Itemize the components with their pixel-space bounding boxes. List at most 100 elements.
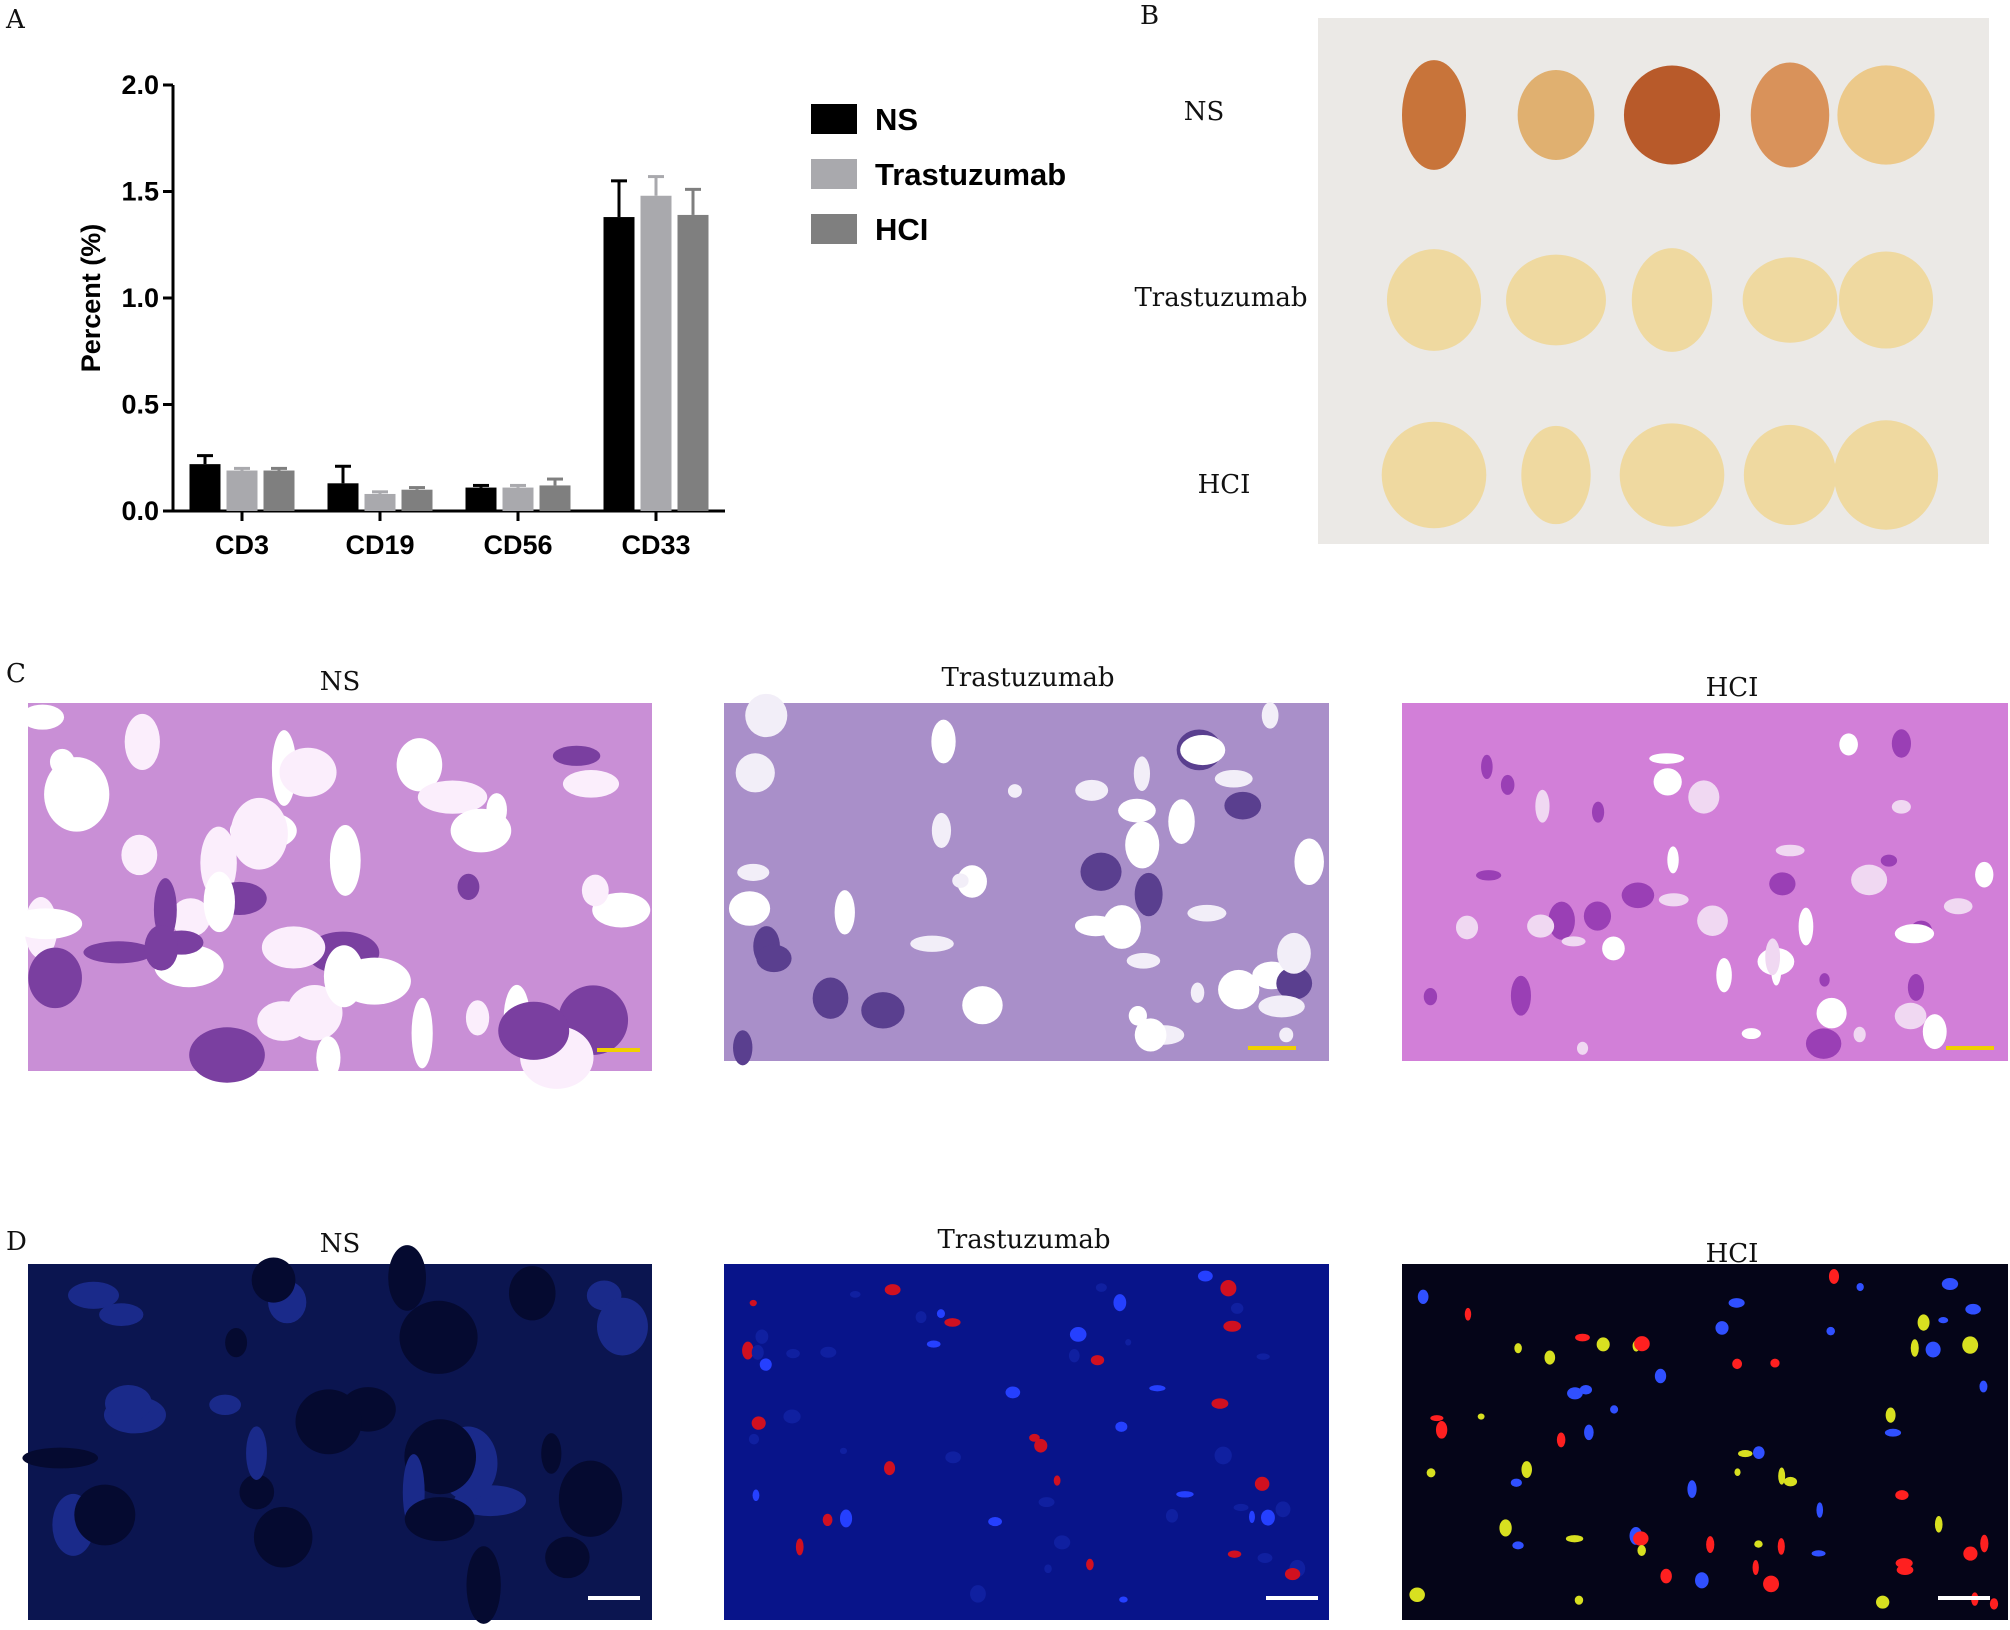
texture — [1499, 1519, 1512, 1537]
texture — [1409, 1587, 1425, 1603]
texture — [209, 1394, 241, 1416]
texture — [1687, 1480, 1697, 1498]
bar — [603, 217, 635, 511]
texture — [1769, 872, 1796, 896]
row-label: Trastuzumab — [1134, 283, 1307, 313]
texture — [1856, 1282, 1864, 1292]
texture — [1119, 1596, 1128, 1603]
bar — [263, 470, 295, 511]
texture — [1583, 901, 1612, 931]
texture — [170, 898, 211, 937]
texture — [1732, 1358, 1743, 1370]
texture — [1535, 789, 1550, 823]
texture — [581, 874, 609, 907]
texture — [597, 1297, 648, 1356]
texture — [1591, 801, 1605, 823]
texture — [1728, 1298, 1745, 1308]
x-tick-label: CD33 — [621, 530, 690, 560]
texture — [795, 1538, 804, 1556]
texture — [1574, 1595, 1584, 1605]
texture — [22, 1447, 99, 1469]
texture — [251, 1257, 296, 1303]
texture — [1884, 1428, 1902, 1437]
texture — [411, 997, 433, 1069]
texture — [1187, 904, 1227, 922]
texture — [1168, 799, 1195, 844]
texture — [1190, 982, 1205, 1003]
texture — [1220, 1279, 1237, 1297]
texture — [558, 1460, 623, 1537]
tumor — [1750, 62, 1830, 168]
texture — [562, 770, 620, 798]
texture — [1118, 798, 1156, 823]
texture — [1211, 1398, 1229, 1409]
texture — [1134, 872, 1163, 917]
row-label: NS — [1184, 97, 1225, 127]
texture — [1753, 1446, 1765, 1460]
texture — [1481, 754, 1493, 780]
texture — [1561, 936, 1586, 947]
texture — [839, 1447, 848, 1455]
image-title: NS — [320, 1229, 361, 1259]
texture — [1227, 1550, 1242, 1558]
texture — [323, 945, 365, 1008]
texture — [834, 890, 855, 935]
bar — [364, 493, 396, 511]
texture — [1029, 1433, 1040, 1442]
texture — [1218, 969, 1260, 1010]
texture — [1925, 1341, 1941, 1358]
texture — [1464, 1307, 1472, 1321]
texture — [1423, 988, 1438, 1006]
texture — [1715, 1321, 1729, 1335]
row-label: HCI — [1198, 470, 1251, 500]
texture — [279, 747, 337, 797]
y-axis-label: Percent (%) — [76, 224, 106, 373]
legend-swatch — [811, 104, 857, 134]
texture — [1938, 1317, 1949, 1324]
texture — [957, 865, 987, 898]
texture — [1816, 1502, 1824, 1518]
texture — [1575, 1333, 1590, 1342]
texture — [1086, 1558, 1094, 1571]
texture — [1102, 905, 1141, 949]
texture — [1095, 1283, 1107, 1292]
texture — [728, 891, 771, 926]
texture — [316, 1036, 341, 1080]
texture — [1805, 1028, 1842, 1059]
x-tick-label: CD56 — [483, 530, 552, 560]
texture — [884, 1284, 901, 1296]
texture — [83, 941, 154, 964]
texture — [417, 780, 488, 814]
texture — [751, 1344, 764, 1360]
texture — [737, 863, 770, 881]
texture — [498, 1001, 570, 1060]
texture — [926, 1340, 941, 1348]
texture — [1165, 1508, 1179, 1523]
texture — [1069, 1327, 1087, 1342]
texture — [910, 935, 954, 952]
texture — [124, 713, 160, 771]
texture — [261, 926, 326, 969]
texture — [1922, 1014, 1947, 1050]
texture — [1510, 975, 1531, 1016]
texture — [396, 738, 443, 792]
texture — [1688, 780, 1720, 814]
texture — [1658, 893, 1689, 907]
tumor — [1517, 70, 1595, 160]
texture — [1989, 1598, 1999, 1610]
texture — [1197, 1270, 1213, 1282]
tumor — [1631, 248, 1713, 352]
texture — [1521, 1461, 1532, 1478]
texture — [1980, 1534, 1989, 1553]
y-tick-label: 2.0 — [121, 70, 159, 100]
texture — [1044, 1564, 1052, 1574]
texture — [1476, 870, 1502, 881]
texture — [1544, 1350, 1556, 1365]
legend-label: NS — [875, 102, 918, 137]
texture — [1596, 1337, 1610, 1352]
texture — [756, 944, 792, 973]
texture — [246, 1426, 267, 1480]
bar — [327, 483, 359, 511]
texture — [99, 1303, 144, 1326]
texture — [1279, 1027, 1294, 1043]
